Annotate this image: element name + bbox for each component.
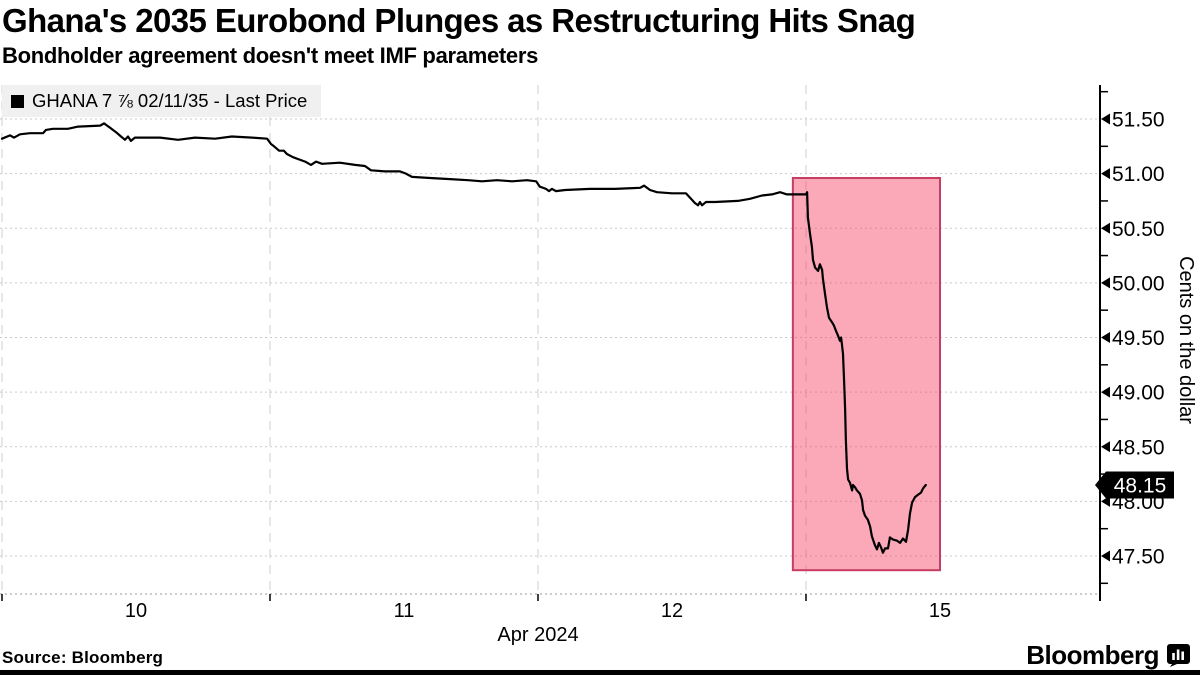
y-tick-label: 49.00: [1112, 382, 1165, 405]
y-tick-arrow: [1101, 222, 1110, 234]
x-axis: 10 11 12 15 Apr 2024: [1, 594, 1101, 646]
y-axis: 51.5051.0050.5050.0049.5049.0048.5048.00…: [1099, 85, 1165, 601]
y-tick-label: 51.00: [1112, 163, 1165, 186]
y-tick-arrow: [1101, 332, 1110, 343]
bloomberg-logo: Bloomberg: [1026, 640, 1190, 671]
legend-label: GHANA 7 ⅞ 02/11/35 - Last Price: [32, 90, 308, 111]
y-tick-arrow: [1101, 495, 1110, 507]
x-tick-label: 12: [661, 600, 683, 622]
page-title: Ghana's 2035 Eurobond Plunges as Restruc…: [2, 2, 916, 39]
highlight-region: [791, 176, 941, 572]
y-tick-arrow: [1101, 113, 1110, 125]
last-price-badge: 48.15: [1095, 471, 1174, 499]
y-axis-title: Cents on the dollar: [1175, 256, 1197, 424]
y-tick-arrow: [1101, 168, 1110, 180]
y-tick-label: 51.50: [1112, 109, 1165, 132]
x-tick-label: 10: [125, 600, 147, 622]
y-tick-arrow: [1101, 386, 1110, 398]
legend-swatch-icon: [11, 94, 24, 108]
y-tick-label: 50.50: [1112, 218, 1165, 241]
y-tick-label: 49.50: [1112, 327, 1165, 350]
price-line: [0, 122, 927, 554]
y-tick-label: 50.00: [1112, 272, 1165, 295]
bloomberg-bug-icon: [1167, 644, 1190, 667]
chart-legend: GHANA 7 ⅞ 02/11/35 - Last Price: [2, 85, 322, 117]
x-tick-label: 15: [929, 600, 951, 622]
source-text: Source: Bloomberg: [2, 648, 164, 667]
y-gridlines: [0, 118, 1100, 595]
last-price-value: 48.15: [1114, 474, 1167, 497]
x-axis-month-label: Apr 2024: [497, 624, 578, 646]
y-tick-label: 48.50: [1112, 436, 1165, 459]
y-tick-arrow: [1101, 277, 1110, 289]
page-subtitle: Bondholder agreement doesn't meet IMF pa…: [2, 43, 539, 68]
y-tick-arrow: [1101, 550, 1110, 562]
y-tick-arrow: [1101, 441, 1110, 453]
y-tick-label: 47.50: [1112, 546, 1165, 569]
bloomberg-wordmark: Bloomberg: [1026, 640, 1159, 670]
x-tick-label: 11: [394, 600, 415, 622]
bottom-black-bar: [0, 670, 1200, 675]
x-gridlines: [1, 85, 807, 594]
